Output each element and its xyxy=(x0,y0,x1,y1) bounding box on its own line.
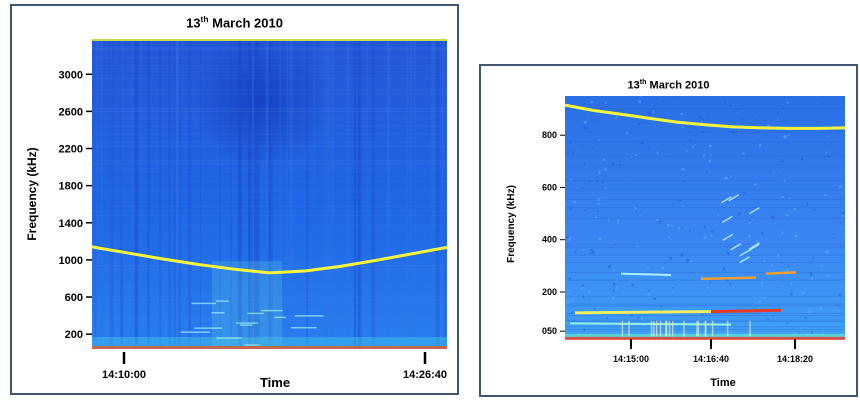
spectrogram-right: 050 200 400 600 800 14:15:00 14:16:40 14:18:20… xyxy=(506,96,846,389)
y-axis-label: Frequency (kHz) xyxy=(25,147,39,240)
y-tick-label: 200 xyxy=(65,329,83,341)
spectrogram-left: 200 600 1000 1400 1800 2200 2600 3000 14:10:00 1… xyxy=(25,39,448,390)
y-tick-label: 050 xyxy=(542,326,557,336)
orbit-curve xyxy=(564,103,846,130)
y-tick-label: 1400 xyxy=(59,218,83,230)
x-tick-label: 14:18:20 xyxy=(777,354,813,364)
chart-title: 13th March 2010 xyxy=(627,78,710,92)
x-tick-label: 14:15:00 xyxy=(613,354,649,364)
plot-area xyxy=(565,96,845,339)
y-tick-label: 3000 xyxy=(59,69,83,81)
y-tick-label: 400 xyxy=(542,235,557,245)
x-tick-label: 14:10:00 xyxy=(102,369,146,381)
x-axis-label: Time xyxy=(710,377,735,389)
y-tick-label: 2600 xyxy=(59,106,83,118)
x-tick-label: 14:16:40 xyxy=(693,354,729,364)
y-tick-label: 600 xyxy=(542,182,557,192)
orbit-curve xyxy=(91,245,448,275)
x-tick-label: 14:26:40 xyxy=(403,369,447,381)
spectrogram-panel-right: 13th March 2010 050 200 400 600 800 14:15:00… xyxy=(479,64,858,397)
y-tick-label: 2200 xyxy=(59,144,83,156)
y-tick-label: 800 xyxy=(542,130,557,140)
y-tick-label: 200 xyxy=(542,287,557,297)
x-axis-label: Time xyxy=(260,375,290,390)
spectrogram-panel-left: 13th March 2010 200 600 1000 1400 1800 2200 26… xyxy=(10,4,459,395)
y-tick-label: 600 xyxy=(65,292,83,304)
y-axis-label: Frequency (kHz) xyxy=(506,185,517,263)
y-tick-label: 1000 xyxy=(59,255,83,267)
y-tick-label: 1800 xyxy=(59,181,83,193)
chart-title: 13th March 2010 xyxy=(186,14,283,31)
